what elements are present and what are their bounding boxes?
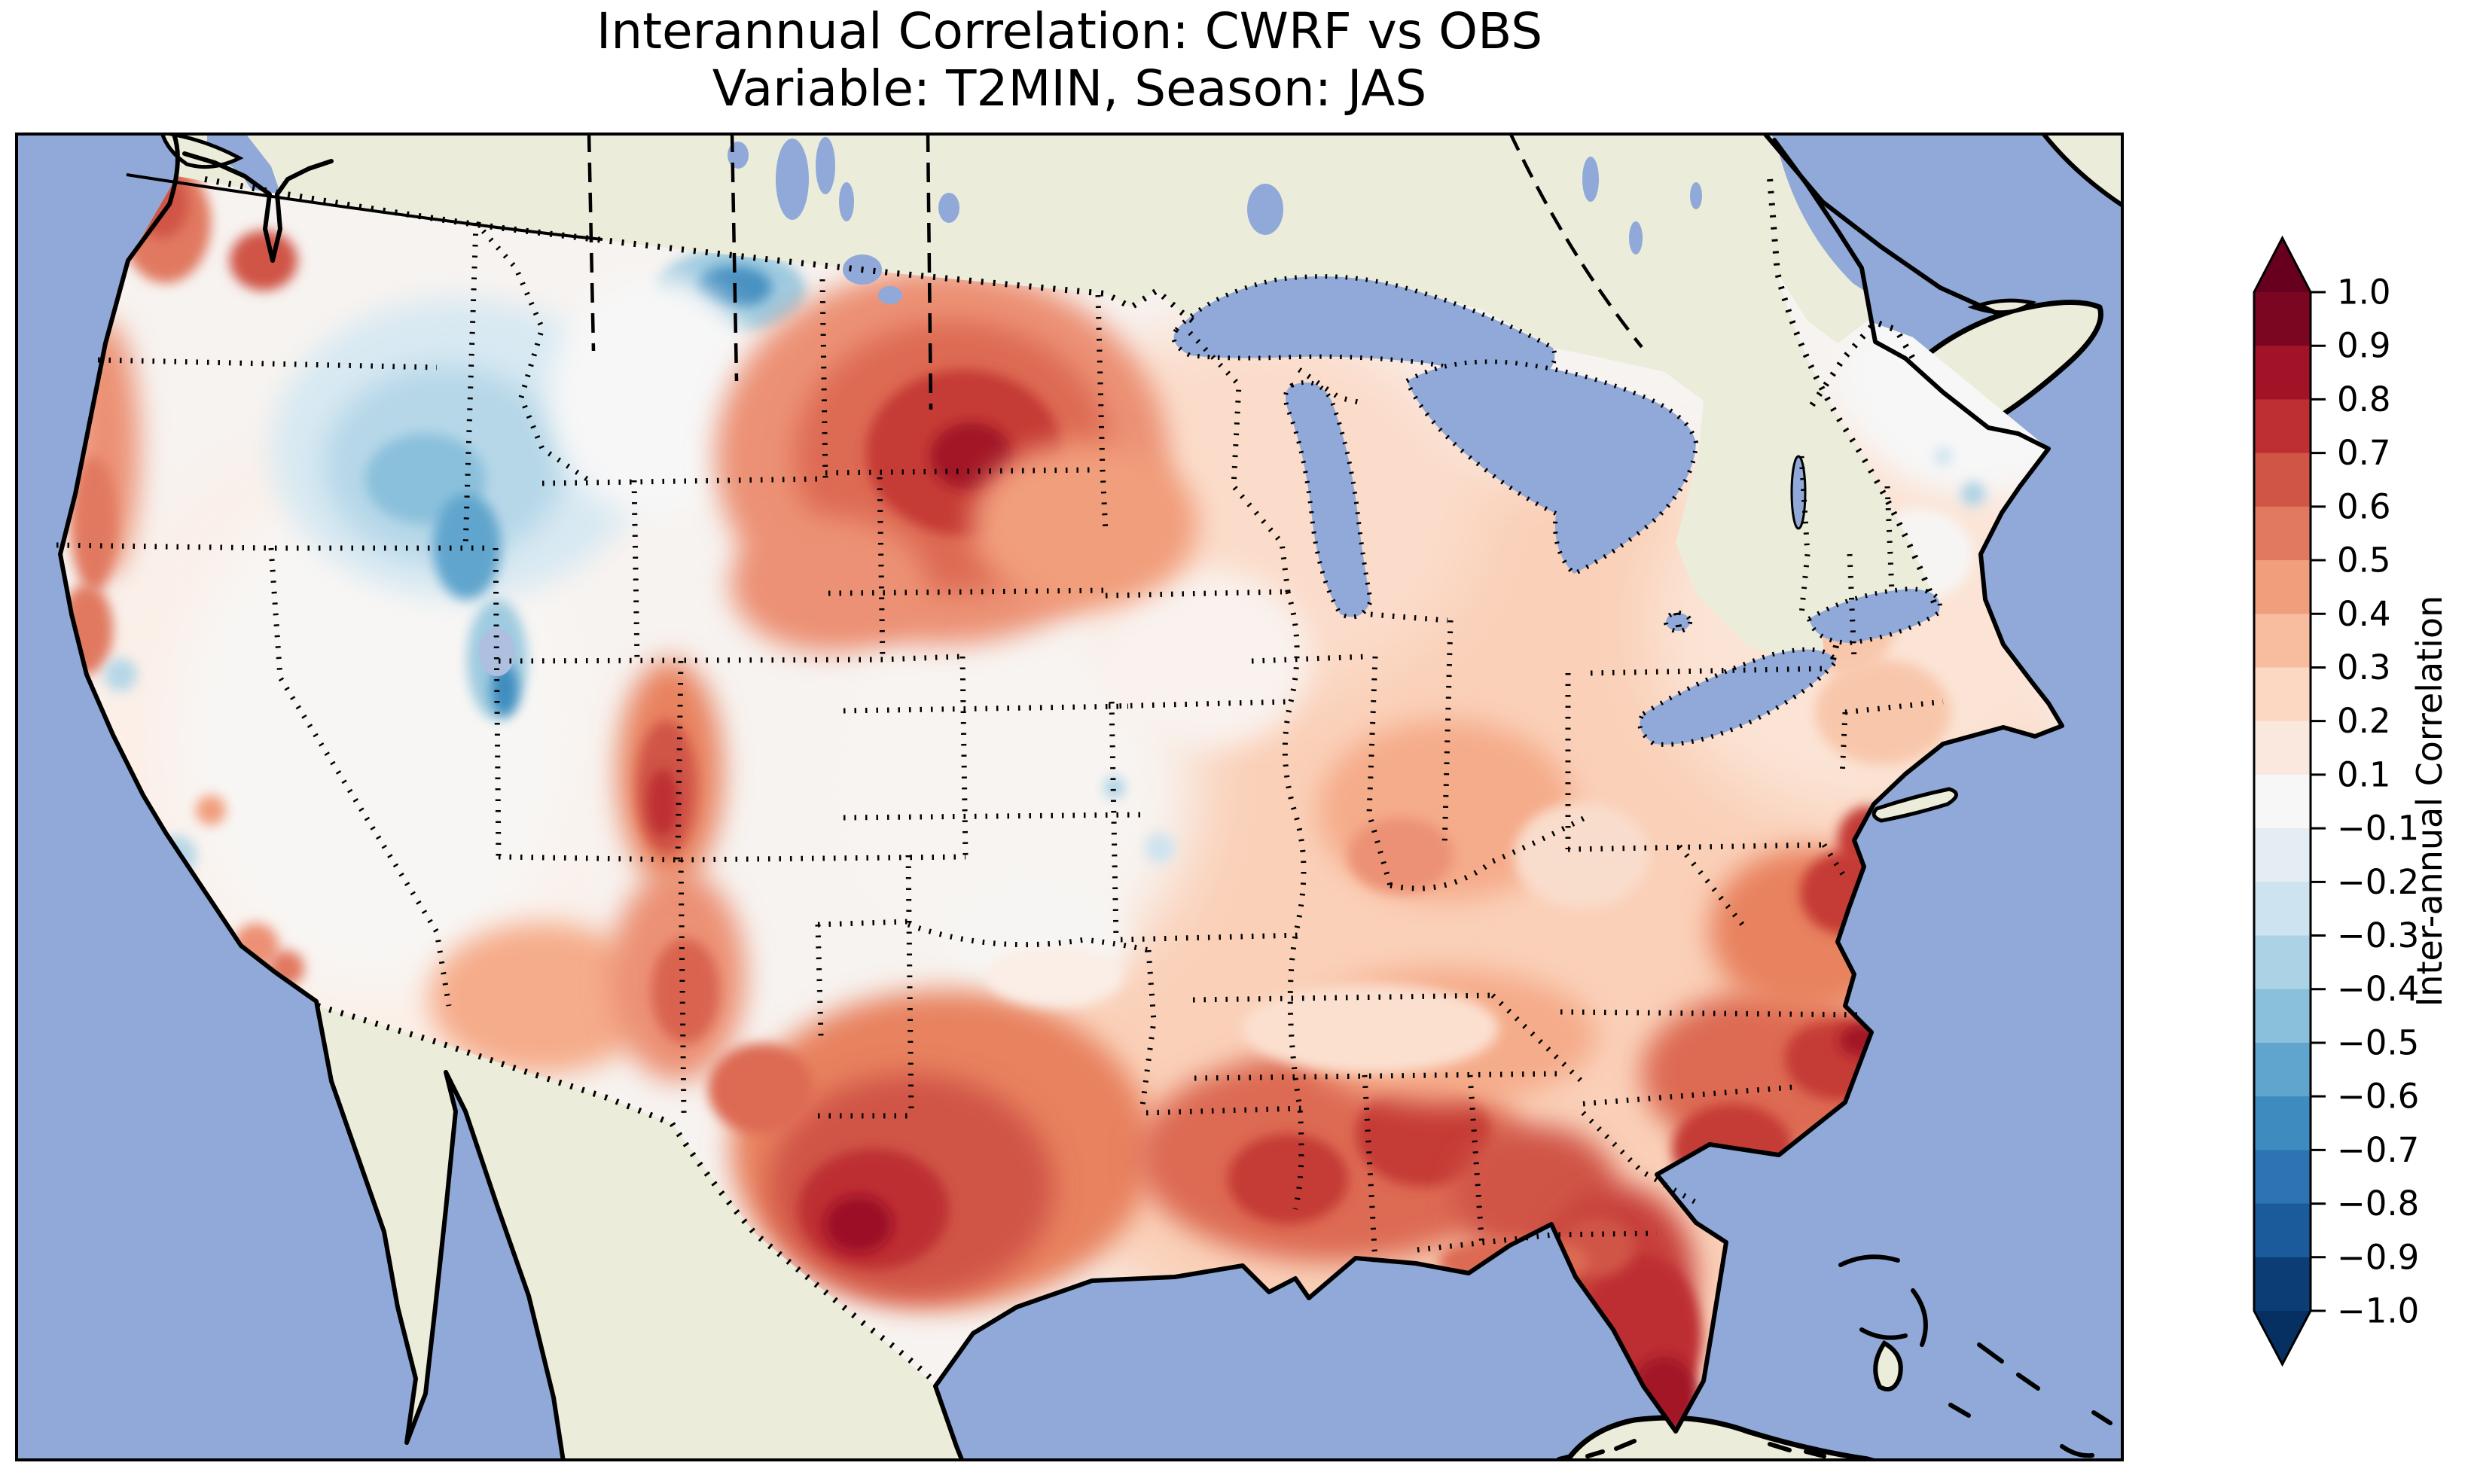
colorbar-segment bbox=[2254, 667, 2311, 722]
international-borders bbox=[204, 176, 1937, 1386]
colorbar-tick-label: 0.9 bbox=[2337, 326, 2391, 366]
colorbar-tick-labels: 1.0 0.9 0.8 0.7 0.6 0.5 0.4 0.3 0.2 0.1 −0.1 −0.2 −0… bbox=[2337, 273, 2419, 1331]
great-lakes bbox=[1171, 274, 1942, 747]
province-borders bbox=[587, 133, 1643, 410]
colorbar-segment bbox=[2254, 614, 2311, 669]
maine-border bbox=[1809, 318, 1916, 407]
colorbar-tick-label: −1.0 bbox=[2337, 1291, 2419, 1331]
colorbar-segment bbox=[2254, 1042, 2311, 1097]
colorbar-segment bbox=[2254, 882, 2311, 937]
colorbar-segment bbox=[2254, 560, 2311, 615]
andros-island bbox=[1873, 1340, 1903, 1391]
colorbar-tick-label: −0.8 bbox=[2337, 1184, 2419, 1223]
correlation-map bbox=[15, 133, 2124, 1461]
colorbar-segment bbox=[2254, 1096, 2311, 1151]
colorbar-tick-label: −0.7 bbox=[2337, 1130, 2419, 1170]
colorbar-segment bbox=[2254, 1150, 2311, 1205]
colorbar-over-arrow bbox=[2254, 238, 2311, 292]
colorbar-svg: 1.0 0.9 0.8 0.7 0.6 0.5 0.4 0.3 0.2 0.1 −0.1 −0.2 −0… bbox=[2253, 235, 2450, 1367]
map-panel bbox=[15, 133, 2124, 1461]
st-lawrence-border bbox=[1767, 177, 1937, 604]
colorbar-tick-label: 0.6 bbox=[2337, 486, 2391, 526]
colorbar-tick-label: 1.0 bbox=[2337, 273, 2391, 312]
colorbar-segments bbox=[2254, 292, 2311, 1312]
colorbar-segment bbox=[2254, 828, 2311, 883]
colorbar-segment bbox=[2254, 346, 2311, 401]
colorbar-tick-label: 0.2 bbox=[2337, 701, 2391, 741]
colorbar-segment bbox=[2254, 399, 2311, 454]
colorbar-segment bbox=[2254, 1257, 2311, 1312]
colorbar-segment bbox=[2254, 774, 2311, 829]
colorbar-segment bbox=[2254, 1203, 2311, 1258]
colorbar-axis-label: Inter-annual Correlation bbox=[2409, 596, 2450, 1007]
lake-ontario bbox=[1806, 586, 1942, 646]
colorbar-tick-label: 0.4 bbox=[2337, 594, 2391, 634]
colorbar-tick-label: 0.5 bbox=[2337, 541, 2391, 580]
canadian-lakes bbox=[728, 137, 1702, 304]
colorbar-tick-label: −0.4 bbox=[2337, 969, 2419, 1009]
colorbar-tick-label: −0.6 bbox=[2337, 1077, 2419, 1117]
domain-edge bbox=[126, 173, 603, 241]
cuba bbox=[1563, 1415, 1877, 1461]
coastlines bbox=[58, 133, 2113, 1461]
colorbar-tick-label: −0.2 bbox=[2337, 862, 2419, 902]
colorbar-tick-label: 0.8 bbox=[2337, 379, 2391, 419]
colorbar-segment bbox=[2254, 506, 2311, 561]
colorbar-segment bbox=[2254, 453, 2311, 507]
state-borders bbox=[56, 221, 1944, 1263]
colorbar-under-arrow bbox=[2254, 1311, 2311, 1364]
figure-title: Interannual Correlation: CWRF vs OBS Var… bbox=[15, 3, 2124, 117]
colorbar-tick-label: 0.1 bbox=[2337, 754, 2391, 794]
great-salt-lake bbox=[479, 628, 515, 676]
colorbar-tick-label: −0.9 bbox=[2337, 1237, 2419, 1277]
map-frame bbox=[15, 133, 2124, 1461]
colorbar-ticks bbox=[2311, 291, 2326, 1312]
colorbar-tick-label: −0.3 bbox=[2337, 916, 2419, 955]
lake-erie bbox=[1637, 647, 1839, 747]
colorbar-segment bbox=[2254, 935, 2311, 990]
colorbar-tick-label: 0.7 bbox=[2337, 433, 2391, 473]
lake-champlain bbox=[1790, 455, 1807, 530]
colorbar: 1.0 0.9 0.8 0.7 0.6 0.5 0.4 0.3 0.2 0.1 −0.1 −0.2 −0… bbox=[2225, 226, 2474, 1400]
colorbar-segment bbox=[2254, 721, 2311, 776]
colorbar-tick-label: −0.5 bbox=[2337, 1022, 2419, 1062]
title-line-1: Interannual Correlation: CWRF vs OBS bbox=[596, 2, 1543, 60]
long-island bbox=[1872, 787, 1958, 823]
colorbar-segment bbox=[2254, 989, 2311, 1044]
title-line-2: Variable: T2MIN, Season: JAS bbox=[712, 59, 1427, 117]
colorbar-segment bbox=[2254, 292, 2311, 347]
colorbar-tick-label: −0.1 bbox=[2337, 809, 2419, 849]
lake-huron bbox=[1404, 359, 1699, 577]
puget-sound-water bbox=[207, 133, 280, 261]
lake-st-clair bbox=[1664, 611, 1692, 633]
colorbar-tick-label: 0.3 bbox=[2337, 648, 2391, 687]
lake-michigan bbox=[1283, 380, 1374, 620]
lake-superior bbox=[1171, 274, 1557, 384]
